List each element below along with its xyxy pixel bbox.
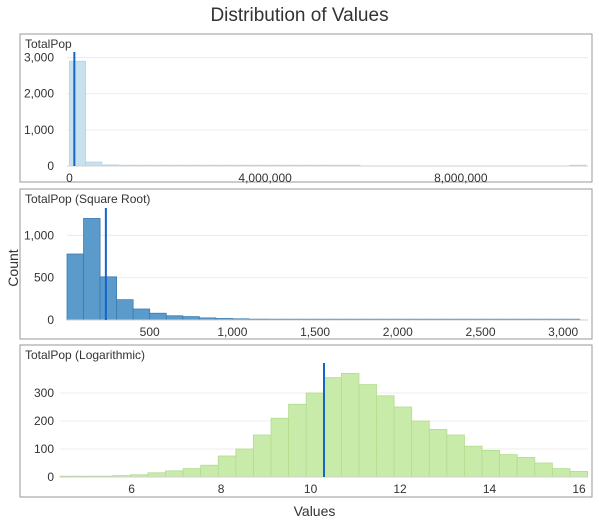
y-tick-label: 500	[34, 271, 54, 285]
y-tick-label: 1,000	[24, 123, 54, 137]
histogram-bar	[569, 470, 588, 478]
x-tick-label: 2,500	[465, 325, 495, 339]
histogram-bar	[499, 454, 518, 478]
x-tick-label: 14	[483, 482, 497, 496]
histogram-bar	[446, 434, 465, 478]
y-tick-label: 1,000	[24, 228, 54, 242]
x-tick-label: 1,000	[217, 325, 247, 339]
y-tick-label: 3,000	[24, 51, 54, 65]
histogram-bar	[551, 468, 571, 478]
panel-title: TotalPop	[25, 37, 72, 51]
histogram-bar	[235, 448, 254, 478]
x-tick-label: 10	[304, 482, 318, 496]
x-tick-label: 8,000,000	[434, 171, 488, 185]
histogram-bar	[147, 472, 166, 478]
histogram-bar	[481, 449, 501, 478]
histogram-bar	[428, 428, 448, 478]
x-tick-label: 12	[393, 482, 407, 496]
x-tick-label: 1,500	[300, 325, 330, 339]
histogram-bar	[253, 434, 272, 478]
panel-title: TotalPop (Logarithmic)	[25, 348, 145, 362]
x-tick-label: 500	[140, 325, 160, 339]
histogram-bar	[217, 455, 237, 478]
x-axis-label: Values	[293, 503, 336, 519]
x-tick-label: 8	[218, 482, 225, 496]
histogram-bar	[393, 406, 413, 478]
x-tick-label: 4,000,000	[238, 171, 292, 185]
histogram-bar	[323, 377, 342, 478]
x-tick-label: 6	[128, 482, 135, 496]
y-tick-label: 0	[47, 313, 54, 327]
y-tick-label: 0	[47, 470, 54, 484]
histogram-bar	[516, 456, 536, 478]
histogram-bar	[182, 468, 202, 478]
chart-title: Distribution of Values	[210, 5, 389, 26]
histogram-bar	[165, 470, 184, 478]
x-tick-label: 16	[572, 482, 586, 496]
histogram-bar	[358, 384, 377, 478]
histogram-bar	[200, 464, 219, 478]
x-tick-label: 2,000	[383, 325, 413, 339]
histogram-bar	[340, 372, 360, 478]
x-tick-label: 0	[66, 171, 73, 185]
panel-title: TotalPop (Square Root)	[25, 192, 150, 206]
y-tick-label: 2,000	[24, 87, 54, 101]
histogram-bar	[534, 462, 553, 478]
histogram-bar	[464, 445, 483, 478]
x-tick-label: 3,000	[548, 325, 578, 339]
histogram-bar	[411, 420, 430, 478]
histogram-bar	[270, 417, 290, 478]
panel-frame	[19, 33, 593, 183]
y-tick-label: 100	[34, 442, 54, 456]
histogram-bar	[376, 395, 395, 478]
y-tick-label: 200	[34, 414, 54, 428]
histogram-bar	[288, 403, 307, 478]
y-tick-label: 300	[34, 386, 54, 400]
histogram-bar	[305, 392, 325, 478]
y-tick-label: 0	[47, 159, 54, 173]
